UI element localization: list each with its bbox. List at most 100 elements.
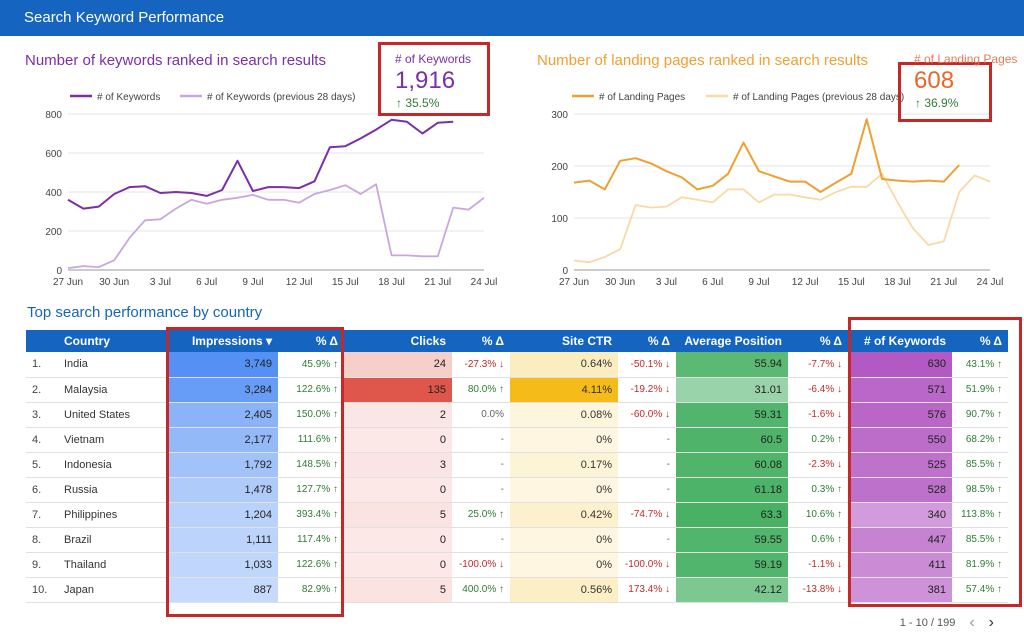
ctr-delta: 173.4% ↓ — [618, 577, 676, 603]
ctr-value: 0.17% — [510, 452, 618, 478]
landing-kpi-label: # of Landing Pages — [914, 52, 1018, 66]
col-clicks[interactable]: Clicks — [344, 330, 452, 352]
series-line-previous[interactable] — [573, 172, 991, 264]
ctr-delta: -60.0% ↓ — [618, 402, 676, 428]
report-header: Search Keyword Performance — [0, 0, 1024, 36]
keywords-value: 550 — [848, 427, 952, 453]
y-tick-label: 200 — [551, 162, 568, 173]
series-line-current[interactable] — [67, 118, 454, 210]
table-row[interactable]: 8. Brazil 1,111 117.4% ↑ 0-0% -59.55 0.6% ↑ 447… — [26, 527, 1008, 553]
col-ctr-delta[interactable]: % Δ — [618, 330, 676, 352]
keywords-delta: 68.2% ↑ — [952, 427, 1008, 453]
landing-chart-title: Number of landing pages ranked in search… — [537, 52, 869, 69]
position-value: 61.18 — [676, 477, 788, 503]
impressions-value: 3,284 — [166, 377, 278, 403]
y-tick-label: 0 — [56, 266, 62, 277]
legend-label[interactable]: # of Keywords — [97, 92, 160, 103]
col-impressions-delta[interactable]: % Δ — [278, 330, 344, 352]
ctr-value: 0% — [510, 427, 618, 453]
col-country[interactable]: Country — [58, 330, 166, 352]
ctr-delta: - — [618, 477, 676, 503]
ctr-value: 4.11% — [510, 377, 618, 403]
ctr-delta: - — [618, 527, 676, 553]
table-row[interactable]: 7. Philippines 1,204 393.4% ↑ 5 25.0% ↑ 0.42% -… — [26, 502, 1008, 528]
table-row[interactable]: 3. United States 2,405 150.0% ↑ 2 0.0% 0.08% -6… — [26, 402, 1008, 428]
series-line-previous[interactable] — [67, 183, 485, 269]
clicks-delta: - — [452, 477, 510, 503]
x-tick-label: 12 Jul — [792, 277, 819, 288]
col-keywords[interactable]: # of Keywords — [848, 330, 952, 352]
position-value: 31.01 — [676, 377, 788, 403]
keywords-value: 340 — [848, 502, 952, 528]
country-name: Brazil — [58, 527, 166, 553]
position-delta: -1.6% ↓ — [788, 402, 848, 428]
landing-line-chart: # of Landing Pages # of Landing Pages (pr… — [551, 92, 1003, 288]
x-tick-label: 3 Jul — [656, 277, 677, 288]
y-tick-label: 200 — [45, 227, 62, 238]
ctr-delta: -50.1% ↓ — [618, 352, 676, 378]
x-tick-label: 27 Jun — [559, 277, 589, 288]
position-delta: 10.6% ↑ — [788, 502, 848, 528]
row-index: 6. — [26, 477, 58, 503]
keywords-delta: 85.5% ↑ — [952, 452, 1008, 478]
impressions-value: 1,033 — [166, 552, 278, 578]
legend-label[interactable]: # of Keywords (previous 28 days) — [207, 92, 355, 103]
clicks-value: 0 — [344, 552, 452, 578]
clicks-delta: 25.0% ↑ — [452, 502, 510, 528]
clicks-value: 24 — [344, 352, 452, 378]
keywords-chart-title: Number of keywords ranked in search resu… — [25, 52, 326, 69]
ctr-value: 0% — [510, 477, 618, 503]
table-row[interactable]: 10. Japan 887 82.9% ↑ 5 400.0% ↑ 0.56% 173.4% ↓… — [26, 577, 1008, 603]
impressions-delta: 127.7% ↑ — [278, 477, 344, 503]
position-delta: -7.7% ↓ — [788, 352, 848, 378]
legend-label[interactable]: # of Landing Pages — [599, 92, 685, 103]
col-ctr[interactable]: Site CTR — [510, 330, 618, 352]
x-tick-label: 12 Jul — [286, 277, 313, 288]
position-value: 42.12 — [676, 577, 788, 603]
impressions-delta: 111.6% ↑ — [278, 427, 344, 453]
table-row[interactable]: 4. Vietnam 2,177 111.6% ↑ 0-0% -60.5 0.2% ↑ 550… — [26, 427, 1008, 453]
landing-kpi-highlight — [898, 62, 992, 122]
x-tick-label: 21 Jul — [424, 277, 451, 288]
impressions-value: 2,405 — [166, 402, 278, 428]
col-position[interactable]: Average Position — [676, 330, 788, 352]
position-value: 60.5 — [676, 427, 788, 453]
position-delta: -13.8% ↓ — [788, 577, 848, 603]
position-value: 55.94 — [676, 352, 788, 378]
y-tick-label: 800 — [45, 110, 62, 121]
landing-kpi-value: 608 — [914, 67, 955, 94]
chevron-right-icon[interactable]: › — [988, 614, 994, 631]
position-delta: -2.3% ↓ — [788, 452, 848, 478]
ctr-value: 0.42% — [510, 502, 618, 528]
x-tick-label: 27 Jun — [53, 277, 83, 288]
x-tick-label: 18 Jul — [378, 277, 405, 288]
keywords-kpi-delta: ↑ 35.5% — [396, 96, 440, 110]
legend-label[interactable]: # of Landing Pages (previous 28 days) — [733, 92, 904, 103]
ctr-value: 0.56% — [510, 577, 618, 603]
keywords-delta: 43.1% ↑ — [952, 352, 1008, 378]
position-value: 59.31 — [676, 402, 788, 428]
col-clicks-delta[interactable]: % Δ — [452, 330, 510, 352]
country-name: Malaysia — [58, 377, 166, 403]
keywords-delta: 51.9% ↑ — [952, 377, 1008, 403]
col-keywords-delta[interactable]: % Δ — [952, 330, 1008, 352]
keywords-delta: 85.5% ↑ — [952, 527, 1008, 553]
x-tick-label: 30 Jun — [99, 277, 129, 288]
table-row[interactable]: 9. Thailand 1,033 122.6% ↑ 0 -100.0% ↓ 0% -100.… — [26, 552, 1008, 578]
landing-kpi-delta: ↑ 36.9% — [915, 96, 959, 110]
table-row[interactable]: 2. Malaysia 3,284 122.6% ↑ 135 80.0% ↑ 4.11% -1… — [26, 377, 1008, 403]
keywords-delta: 113.8% ↑ — [952, 502, 1008, 528]
table-header-row: Country Impressions ▾ % Δ Clicks % Δ Sit… — [26, 330, 1008, 352]
chevron-left-icon[interactable]: ‹ — [969, 614, 975, 631]
y-tick-label: 400 — [45, 188, 62, 199]
table-row[interactable]: 1. India 3,749 45.9% ↑ 24 -27.3% ↓ 0.64% -50.1%… — [26, 352, 1008, 378]
country-table-title: Top search performance by country — [27, 304, 263, 321]
series-line-current[interactable] — [573, 118, 960, 193]
col-impressions[interactable]: Impressions ▾ — [166, 330, 278, 352]
clicks-delta: -27.3% ↓ — [452, 352, 510, 378]
impressions-value: 1,792 — [166, 452, 278, 478]
table-row[interactable]: 5. Indonesia 1,792 148.5% ↑ 3-0.17% -60.08 -2.… — [26, 452, 1008, 478]
col-position-delta[interactable]: % Δ — [788, 330, 848, 352]
table-row[interactable]: 6. Russia 1,478 127.7% ↑ 0-0% -61.18 0.3% ↑ 528… — [26, 477, 1008, 503]
x-tick-label: 21 Jul — [930, 277, 957, 288]
